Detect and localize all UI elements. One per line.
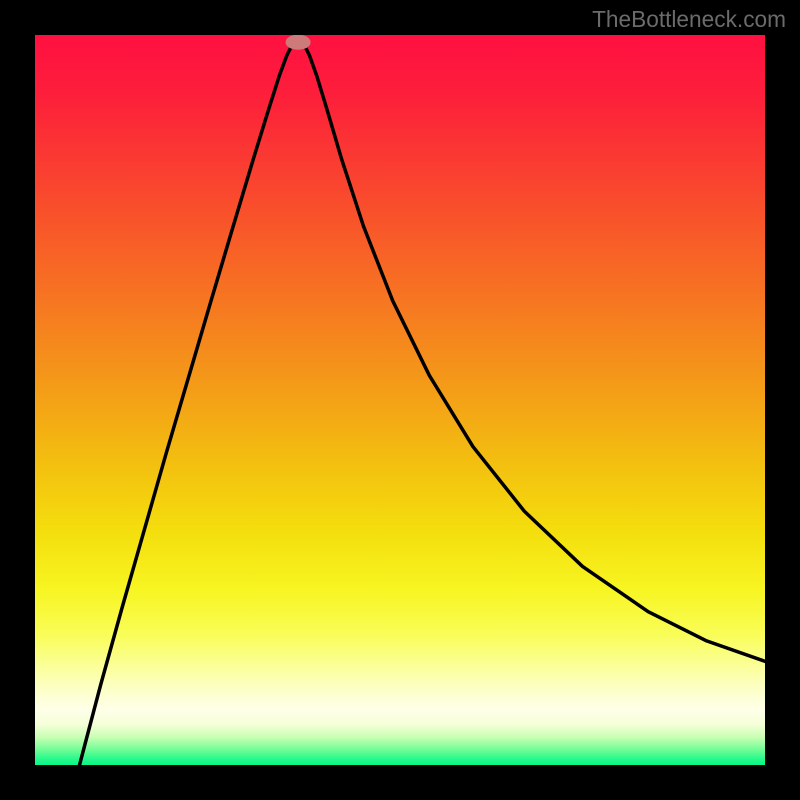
plot-area — [35, 35, 765, 765]
chart-frame: TheBottleneck.com — [0, 0, 800, 800]
bottleneck-curve — [80, 39, 765, 765]
optimum-marker — [285, 35, 310, 50]
curve-layer — [35, 35, 765, 765]
watermark-text: TheBottleneck.com — [592, 6, 786, 33]
